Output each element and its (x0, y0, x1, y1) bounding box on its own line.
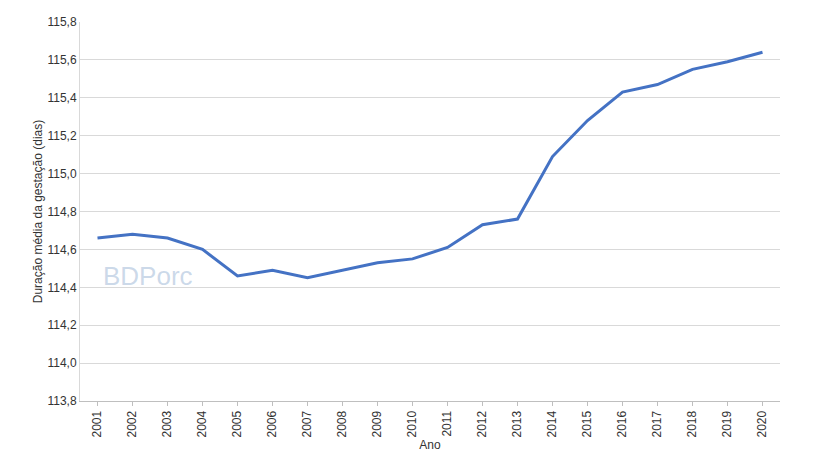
svg-text:2010: 2010 (405, 410, 419, 437)
svg-text:115,4: 115,4 (47, 91, 76, 105)
svg-text:115,6: 115,6 (47, 53, 76, 67)
svg-text:2015: 2015 (580, 410, 594, 437)
svg-text:114,6: 114,6 (47, 243, 76, 257)
svg-text:2007: 2007 (300, 410, 314, 437)
svg-text:2011: 2011 (440, 410, 454, 436)
svg-text:2013: 2013 (510, 410, 524, 437)
svg-text:2009: 2009 (370, 410, 384, 437)
svg-text:2020: 2020 (755, 410, 769, 437)
svg-text:2001: 2001 (90, 410, 104, 437)
svg-text:2005: 2005 (230, 410, 244, 437)
svg-text:2004: 2004 (195, 410, 209, 437)
svg-text:Duração média da gestação (dia: Duração média da gestação (dias) (31, 120, 45, 303)
svg-text:Ano: Ano (419, 438, 441, 452)
svg-text:2003: 2003 (160, 410, 174, 437)
svg-text:115,0: 115,0 (47, 167, 76, 181)
svg-text:115,2: 115,2 (47, 129, 76, 143)
svg-text:114,2: 114,2 (47, 318, 76, 332)
svg-text:2017: 2017 (650, 410, 664, 437)
svg-text:2014: 2014 (545, 410, 559, 437)
svg-text:2016: 2016 (615, 410, 629, 437)
svg-text:2002: 2002 (125, 410, 139, 437)
svg-text:114,8: 114,8 (47, 205, 76, 219)
svg-text:2008: 2008 (335, 410, 349, 437)
svg-text:115,8: 115,8 (47, 15, 76, 29)
svg-text:2018: 2018 (685, 410, 699, 437)
svg-text:2012: 2012 (475, 410, 489, 437)
svg-text:113,8: 113,8 (47, 394, 76, 408)
svg-text:114,4: 114,4 (47, 281, 76, 295)
svg-text:2019: 2019 (720, 410, 734, 437)
svg-text:2006: 2006 (265, 410, 279, 437)
svg-text:114,0: 114,0 (47, 356, 76, 370)
svg-text:BDPorc: BDPorc (103, 261, 193, 291)
